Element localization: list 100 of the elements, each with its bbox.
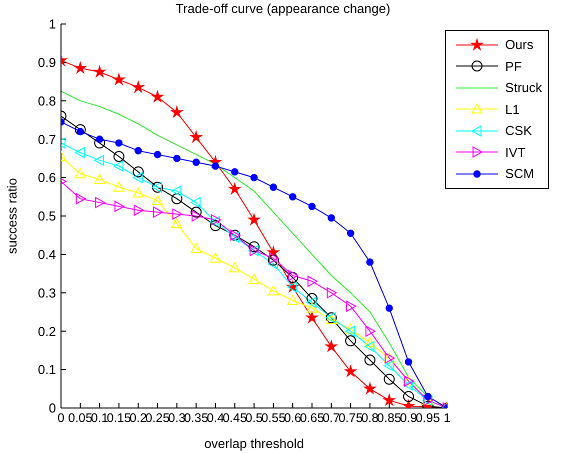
point [288, 193, 296, 200]
point [326, 287, 337, 298]
point [94, 154, 104, 166]
point [94, 66, 106, 77]
point [190, 243, 202, 254]
legend-label: SCM [505, 166, 534, 182]
y-tick-label: 0.3 [38, 285, 56, 300]
point [384, 374, 395, 385]
point [364, 354, 376, 366]
point [134, 204, 144, 216]
point [345, 335, 356, 346]
point [345, 324, 356, 334]
point [386, 304, 393, 312]
point [132, 166, 144, 178]
point [94, 138, 106, 149]
point [172, 208, 182, 220]
point [154, 150, 162, 158]
point [287, 294, 298, 305]
point [173, 154, 181, 162]
point [210, 252, 221, 263]
y-tick-label: 1 [48, 16, 56, 32]
y-tick-label: 0.6 [38, 170, 56, 186]
y-axis-title: success ratio [4, 178, 20, 254]
x-tick-label: 0.1 [90, 410, 108, 425]
point [403, 379, 414, 390]
x-tick-label: 0.35 [184, 410, 208, 425]
point [190, 131, 202, 142]
point [94, 174, 106, 184]
point [326, 340, 338, 352]
legend-label: PF [505, 58, 522, 74]
point [346, 230, 354, 237]
point [113, 160, 124, 172]
chart-title: Trade-off curve (appearance change) [174, 0, 392, 18]
point [210, 220, 221, 232]
point [132, 172, 143, 184]
x-tick-label: 0.6 [284, 410, 302, 425]
point [74, 124, 86, 136]
point [152, 90, 164, 102]
point [268, 258, 278, 270]
x-tick-label: 0.05 [68, 410, 93, 425]
y-tick-label: 0.9 [38, 55, 56, 70]
point [212, 162, 220, 170]
point [115, 139, 123, 147]
legend-label: IVT [505, 144, 526, 160]
x-tick-label: 0.2 [130, 410, 147, 425]
x-tick-label: 0.9 [400, 410, 418, 425]
point [384, 394, 395, 406]
point [190, 206, 202, 218]
x-axis-title: overlap threshold [204, 436, 304, 451]
x-tick-label: 0.8 [361, 410, 379, 425]
point [229, 262, 240, 272]
x-tick-label: 0.7 [322, 410, 340, 425]
point [346, 300, 356, 312]
point [171, 186, 182, 197]
point [114, 200, 124, 212]
point [171, 106, 183, 118]
x-tick-label: 0.3 [168, 410, 186, 425]
point [113, 182, 124, 192]
point [192, 210, 202, 222]
x-tick-label: 0.4 [206, 410, 224, 425]
x-tick-label: 1 [444, 410, 451, 425]
legend-label: L1 [505, 102, 520, 117]
point [403, 390, 414, 402]
point [153, 206, 164, 218]
point [248, 241, 260, 252]
point [306, 302, 318, 313]
point [171, 218, 182, 228]
point [96, 136, 104, 143]
point [250, 174, 258, 182]
point [268, 285, 279, 296]
point [364, 382, 376, 394]
point [364, 337, 376, 348]
point [76, 193, 86, 204]
point [248, 274, 260, 284]
legend-label: CSK [505, 123, 532, 138]
point [270, 184, 278, 191]
point [95, 197, 106, 208]
point [74, 62, 86, 74]
x-tick-label: 0.95 [416, 410, 440, 425]
point [248, 214, 260, 225]
x-tick-label: 0 [58, 410, 65, 425]
legend-label: Struck [505, 80, 542, 96]
point [308, 276, 318, 287]
point [113, 74, 125, 85]
x-tick-label: 0.45 [222, 410, 247, 425]
point [132, 187, 144, 198]
point [364, 341, 374, 352]
point [306, 312, 318, 323]
x-tick-label: 0.55 [261, 410, 286, 425]
point [74, 168, 86, 178]
point [229, 183, 240, 194]
point [192, 158, 200, 166]
point [366, 258, 374, 266]
y-tick-label: 0.1 [38, 362, 56, 378]
point [344, 366, 356, 376]
x-tick-label: 0.65 [300, 410, 324, 425]
y-tick-label: 0.4 [38, 247, 56, 262]
legend-label: Ours [505, 37, 534, 52]
y-tick-label: 0.7 [38, 132, 56, 147]
y-tick-label: 0.2 [38, 324, 56, 339]
